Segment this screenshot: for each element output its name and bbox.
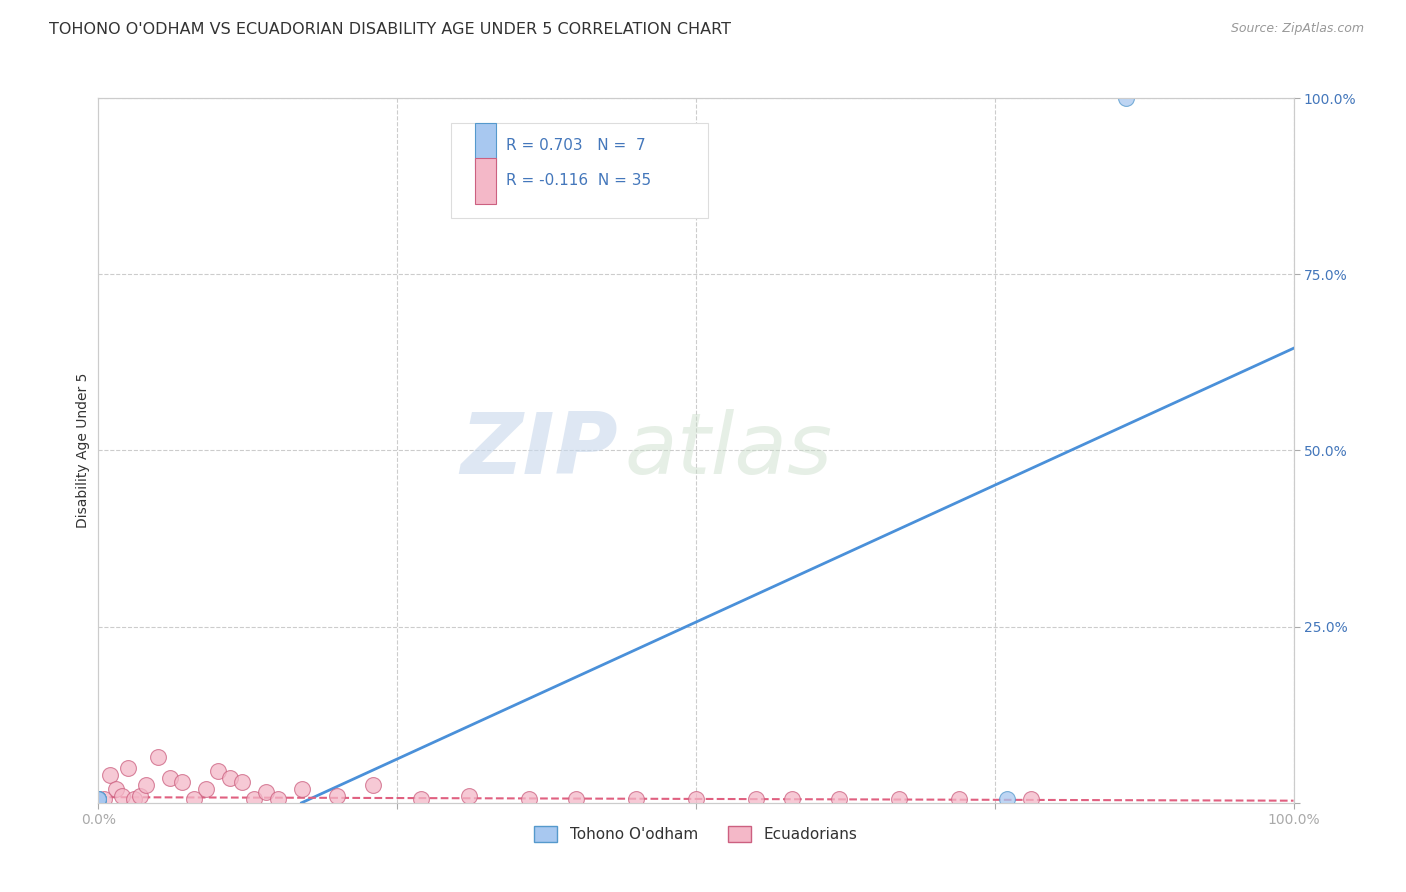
Legend: Tohono O'odham, Ecuadorians: Tohono O'odham, Ecuadorians: [529, 820, 863, 848]
Point: [363, 778, 385, 792]
Point: [995, 792, 1018, 806]
Point: [243, 792, 266, 806]
Point: [148, 750, 170, 764]
Y-axis label: Disability Age Under 5: Disability Age Under 5: [76, 373, 90, 528]
Point: [685, 792, 707, 806]
Point: [93, 792, 115, 806]
Point: [117, 760, 139, 774]
Point: [87, 792, 110, 806]
Point: [87, 792, 110, 806]
Point: [172, 774, 194, 789]
Point: [1115, 91, 1137, 105]
Point: [254, 785, 277, 799]
Text: TOHONO O'ODHAM VS ECUADORIAN DISABILITY AGE UNDER 5 CORRELATION CHART: TOHONO O'ODHAM VS ECUADORIAN DISABILITY …: [49, 22, 731, 37]
Point: [183, 792, 205, 806]
Point: [87, 792, 110, 806]
Point: [1019, 792, 1042, 806]
Point: [219, 771, 242, 785]
Point: [745, 792, 768, 806]
FancyBboxPatch shape: [475, 158, 496, 204]
Point: [326, 789, 349, 803]
Point: [411, 792, 433, 806]
Text: R = -0.116  N = 35: R = -0.116 N = 35: [506, 173, 651, 188]
Point: [207, 764, 229, 778]
FancyBboxPatch shape: [475, 123, 496, 169]
Text: ZIP: ZIP: [461, 409, 619, 492]
Point: [565, 792, 588, 806]
Point: [828, 792, 851, 806]
Point: [87, 792, 110, 806]
Point: [195, 781, 218, 796]
Text: Source: ZipAtlas.com: Source: ZipAtlas.com: [1230, 22, 1364, 36]
Point: [124, 792, 146, 806]
Point: [780, 792, 803, 806]
Point: [105, 781, 128, 796]
Point: [517, 792, 540, 806]
Point: [135, 778, 157, 792]
Point: [291, 781, 314, 796]
Point: [889, 792, 911, 806]
Point: [87, 792, 110, 806]
Point: [626, 792, 648, 806]
Point: [231, 774, 253, 789]
Point: [87, 792, 110, 806]
Point: [948, 792, 970, 806]
Point: [111, 789, 134, 803]
Point: [98, 767, 122, 781]
Point: [159, 771, 181, 785]
Point: [129, 789, 152, 803]
Point: [458, 789, 481, 803]
Point: [267, 792, 290, 806]
FancyBboxPatch shape: [451, 123, 709, 218]
Text: R = 0.703   N =  7: R = 0.703 N = 7: [506, 138, 645, 153]
Text: atlas: atlas: [624, 409, 832, 492]
